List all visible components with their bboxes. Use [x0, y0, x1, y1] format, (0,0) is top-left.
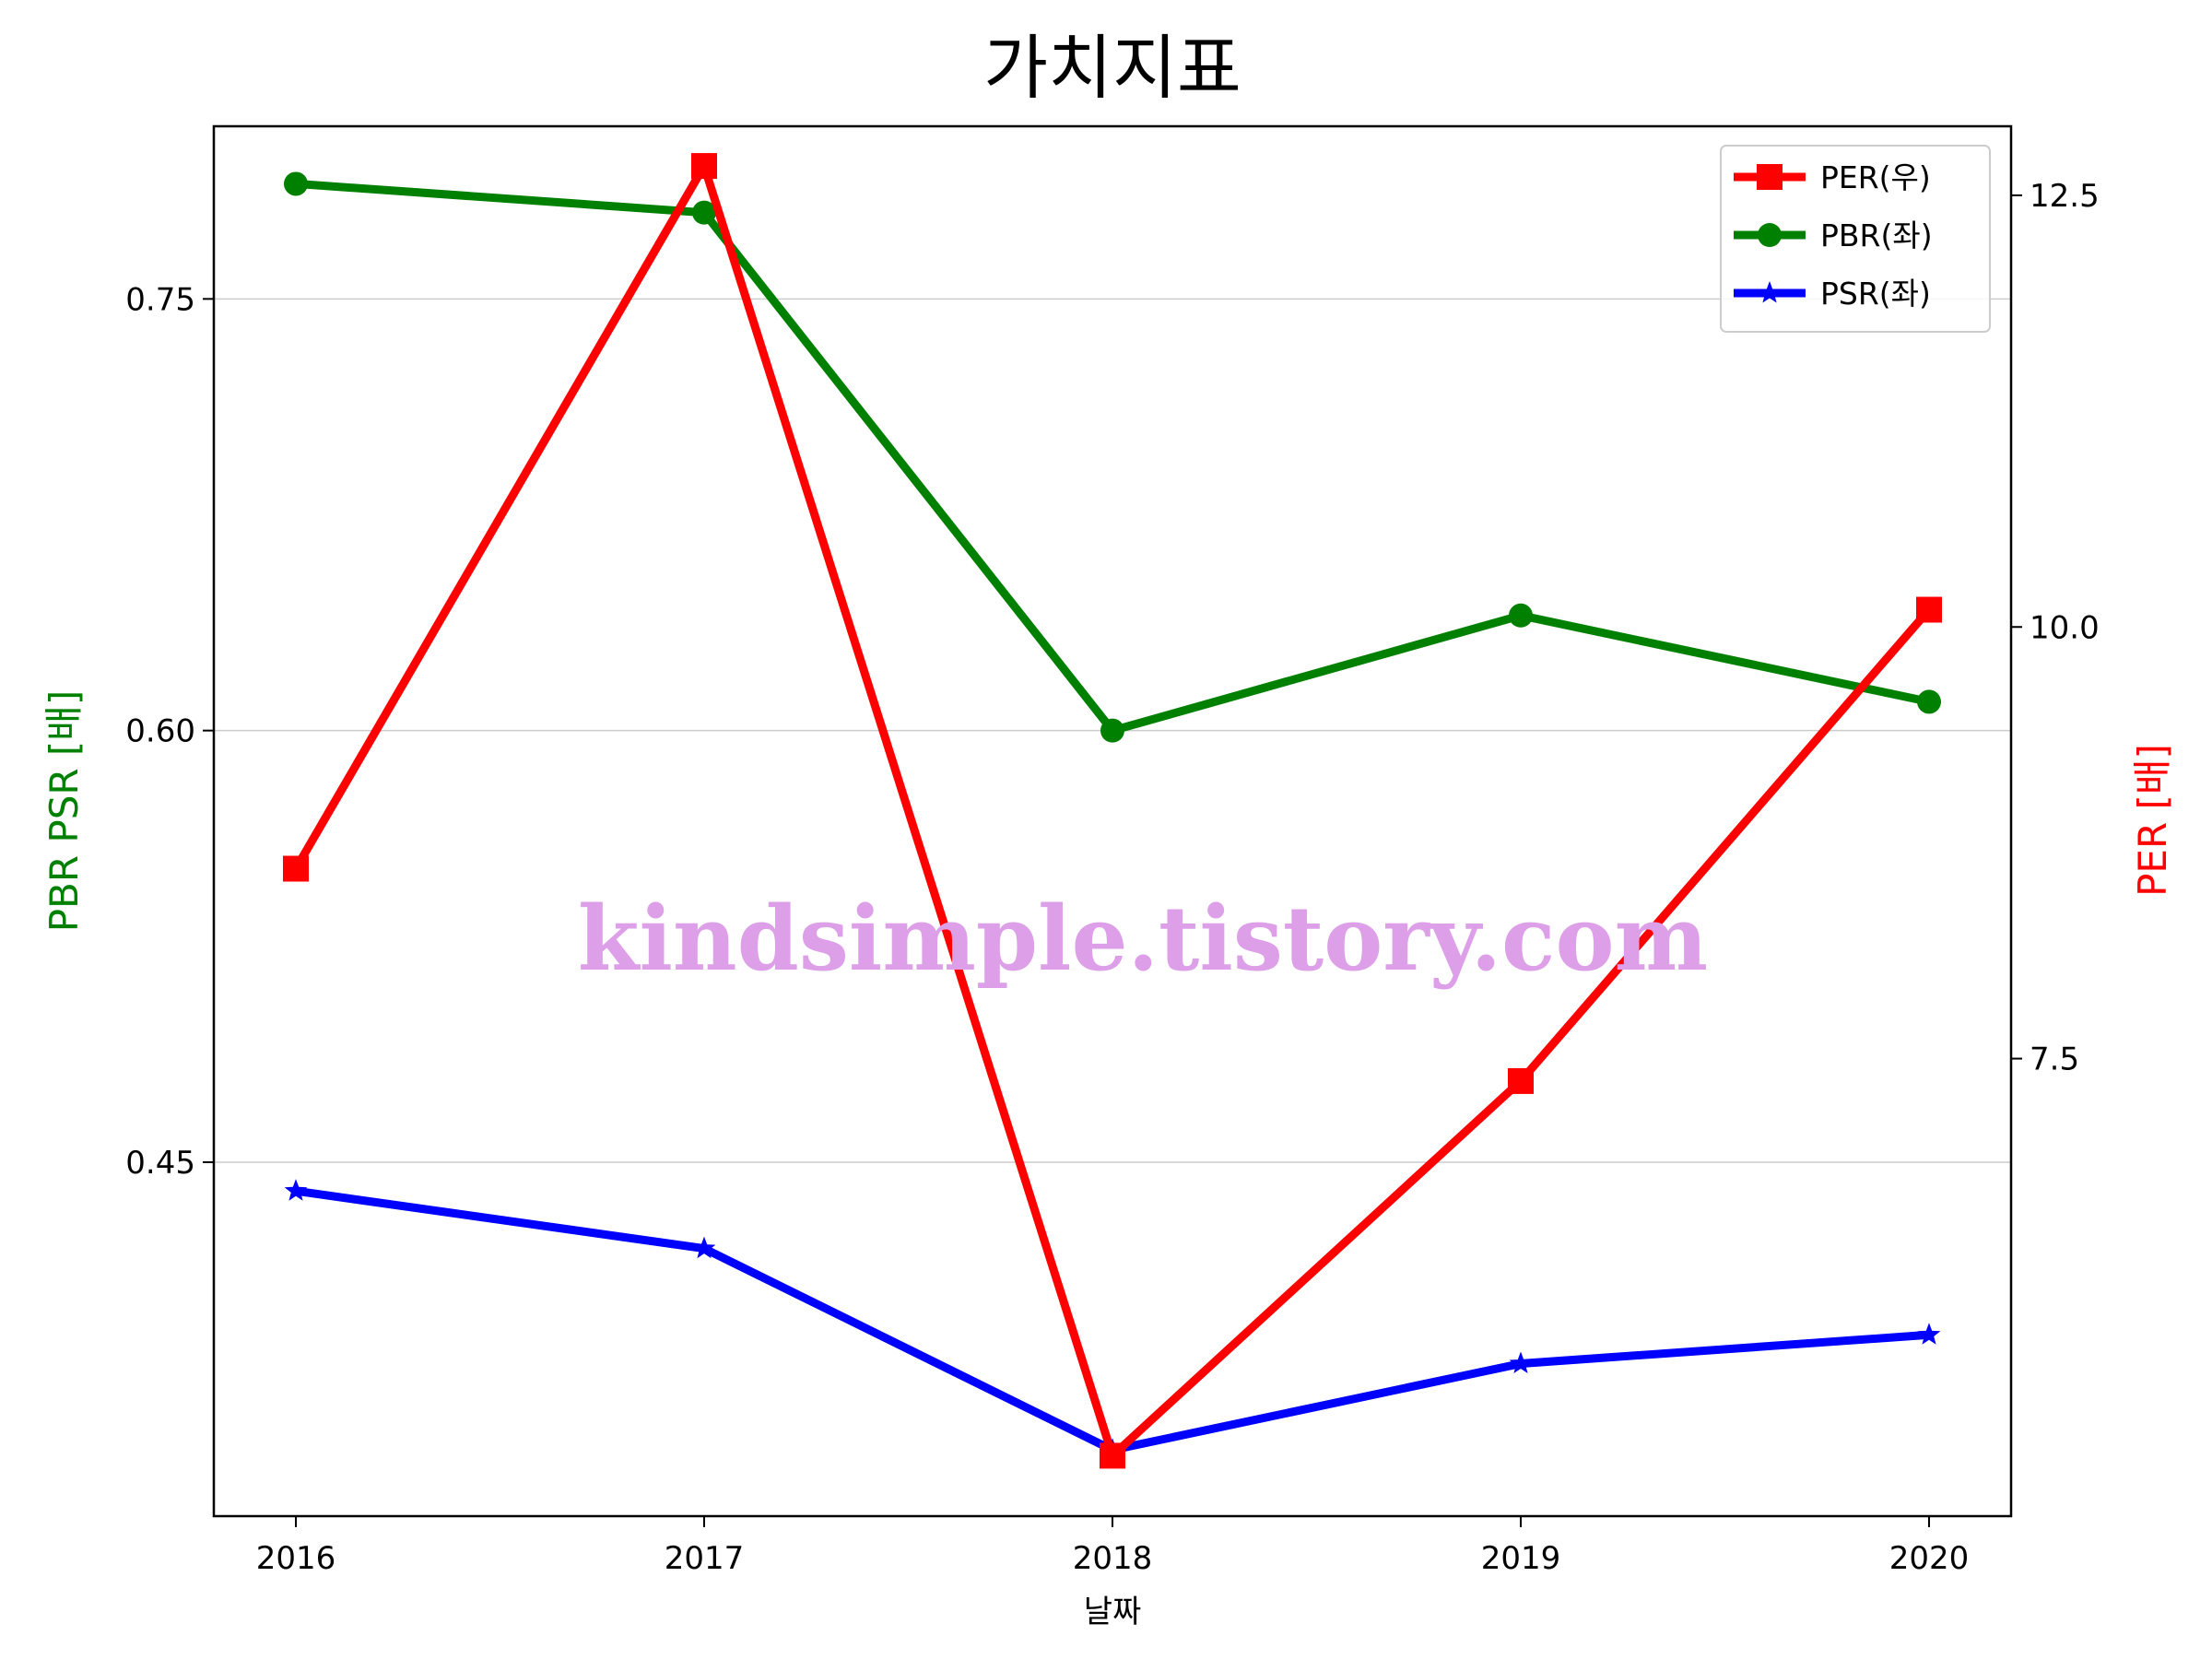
x-tick-label: 2017	[665, 1540, 745, 1577]
axes-layer: 0.45 0.60 0.75 7.5 10.0 12.5 2016 2017 2018 2019 2…	[125, 178, 2099, 1577]
y-left-tick-label: 0.75	[125, 281, 195, 318]
data-point-per	[1508, 1067, 1534, 1094]
legend-item-per: PER(우)	[1734, 159, 1931, 195]
data-point-psr	[1509, 1351, 1533, 1373]
data-point-psr	[284, 1179, 308, 1201]
x-tick-label: 2016	[256, 1540, 336, 1577]
watermark-text: kindsimple.tistory.com	[578, 887, 1708, 991]
y-right-tick-label: 10.0	[2030, 609, 2100, 646]
y-axis-right-label: PER [배]	[2130, 744, 2175, 897]
data-point-pbr	[284, 171, 308, 196]
legend-label-psr: PSR(좌)	[1820, 276, 1931, 312]
x-tick-label: 2018	[1073, 1540, 1153, 1577]
legend-marker-per	[1757, 164, 1783, 190]
data-point-per	[1100, 1442, 1125, 1469]
legend-marker-psr	[1758, 281, 1782, 303]
series-layer	[283, 153, 1942, 1469]
x-tick-label: 2019	[1481, 1540, 1561, 1577]
legend-item-psr: PSR(좌)	[1734, 276, 1931, 312]
legend-box	[1720, 145, 1991, 333]
y-right-tick-label: 12.5	[2030, 178, 2100, 215]
legend-label-pbr: PBR(좌)	[1820, 218, 1933, 253]
legend: PER(우) PBR(좌) PSR(좌)	[1720, 145, 1991, 333]
legend-label-per: PER(우)	[1820, 159, 1931, 195]
data-point-pbr	[692, 200, 716, 225]
data-point-pbr	[1509, 603, 1533, 628]
legend-item-pbr: PBR(좌)	[1734, 218, 1933, 253]
series-per	[283, 153, 1942, 1469]
data-point-pbr	[1917, 689, 1941, 714]
x-axis-label: 날짜	[1084, 1594, 1142, 1630]
y-right-tick-label: 7.5	[2030, 1041, 2079, 1078]
data-point-psr	[1917, 1323, 1941, 1345]
data-point-per	[691, 153, 717, 180]
x-tick-label: 2020	[1889, 1540, 1970, 1577]
y-left-tick-label: 0.60	[125, 713, 195, 750]
data-point-per	[1916, 596, 1942, 623]
data-point-pbr	[1100, 718, 1124, 743]
data-point-psr	[692, 1236, 716, 1259]
series-pbr	[284, 171, 1941, 743]
y-left-tick-label: 0.45	[125, 1145, 195, 1182]
legend-marker-pbr	[1758, 223, 1782, 247]
data-point-per	[283, 855, 309, 882]
chart-title: 가치지표	[983, 27, 1241, 109]
y-axis-left-label: PBR PSR [배]	[41, 690, 87, 933]
